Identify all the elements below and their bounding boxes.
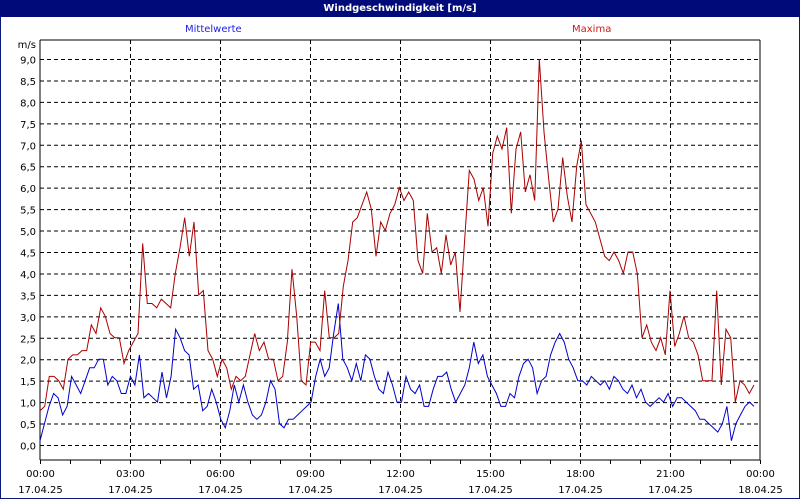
y-tick-label: 0,0 [20,442,36,453]
y-tick-label: 5,5 [20,206,36,217]
y-tick-label: 9,0 [20,56,36,67]
x-tick-date: 17.04.25 [378,485,423,496]
x-tick-date: 17.04.25 [558,485,603,496]
y-tick-label: 7,5 [20,120,36,131]
x-tick-date: 17.04.25 [288,485,333,496]
y-tick-label: 5,0 [20,227,36,238]
x-tick-time: 03:00 [116,469,145,480]
y-tick-label: 3,0 [20,313,36,324]
x-tick-date: 18.04.25 [738,485,783,496]
x-tick-time: 06:00 [206,469,235,480]
legend-mean: Mittelwerte [185,24,242,35]
y-tick-label: 8,5 [20,77,36,88]
y-tick-label: 3,5 [20,291,36,302]
x-tick-date: 17.04.25 [198,485,243,496]
x-tick-time: 12:00 [386,469,415,480]
y-tick-label: 0,5 [20,420,36,431]
y-axis-unit: m/s [18,40,36,51]
x-tick-time: 00:00 [746,469,775,480]
x-tick-date: 17.04.25 [108,485,153,496]
y-tick-label: 7,0 [20,141,36,152]
y-tick-label: 8,0 [20,98,36,109]
y-tick-label: 6,0 [20,184,36,195]
x-tick-time: 21:00 [656,469,685,480]
x-tick-date: 17.04.25 [18,485,63,496]
y-tick-label: 2,0 [20,356,36,367]
y-tick-label: 6,5 [20,163,36,174]
y-tick-label: 1,5 [20,377,36,388]
x-tick-time: 15:00 [476,469,505,480]
y-tick-label: 2,5 [20,334,36,345]
x-tick-time: 18:00 [566,469,595,480]
y-tick-label: 4,5 [20,249,36,260]
x-tick-time: 09:00 [296,469,325,480]
y-tick-label: 1,0 [20,399,36,410]
x-tick-date: 17.04.25 [648,485,693,496]
x-tick-date: 17.04.25 [468,485,513,496]
chart-title: Windgeschwindigkeit [m/s] [0,0,800,17]
series-mittelwerte-line [39,303,755,441]
x-tick-time: 00:00 [26,469,55,480]
legend-max: Maxima [572,24,612,35]
y-tick-label: 4,0 [20,270,36,281]
series-maxima-line [39,58,755,412]
